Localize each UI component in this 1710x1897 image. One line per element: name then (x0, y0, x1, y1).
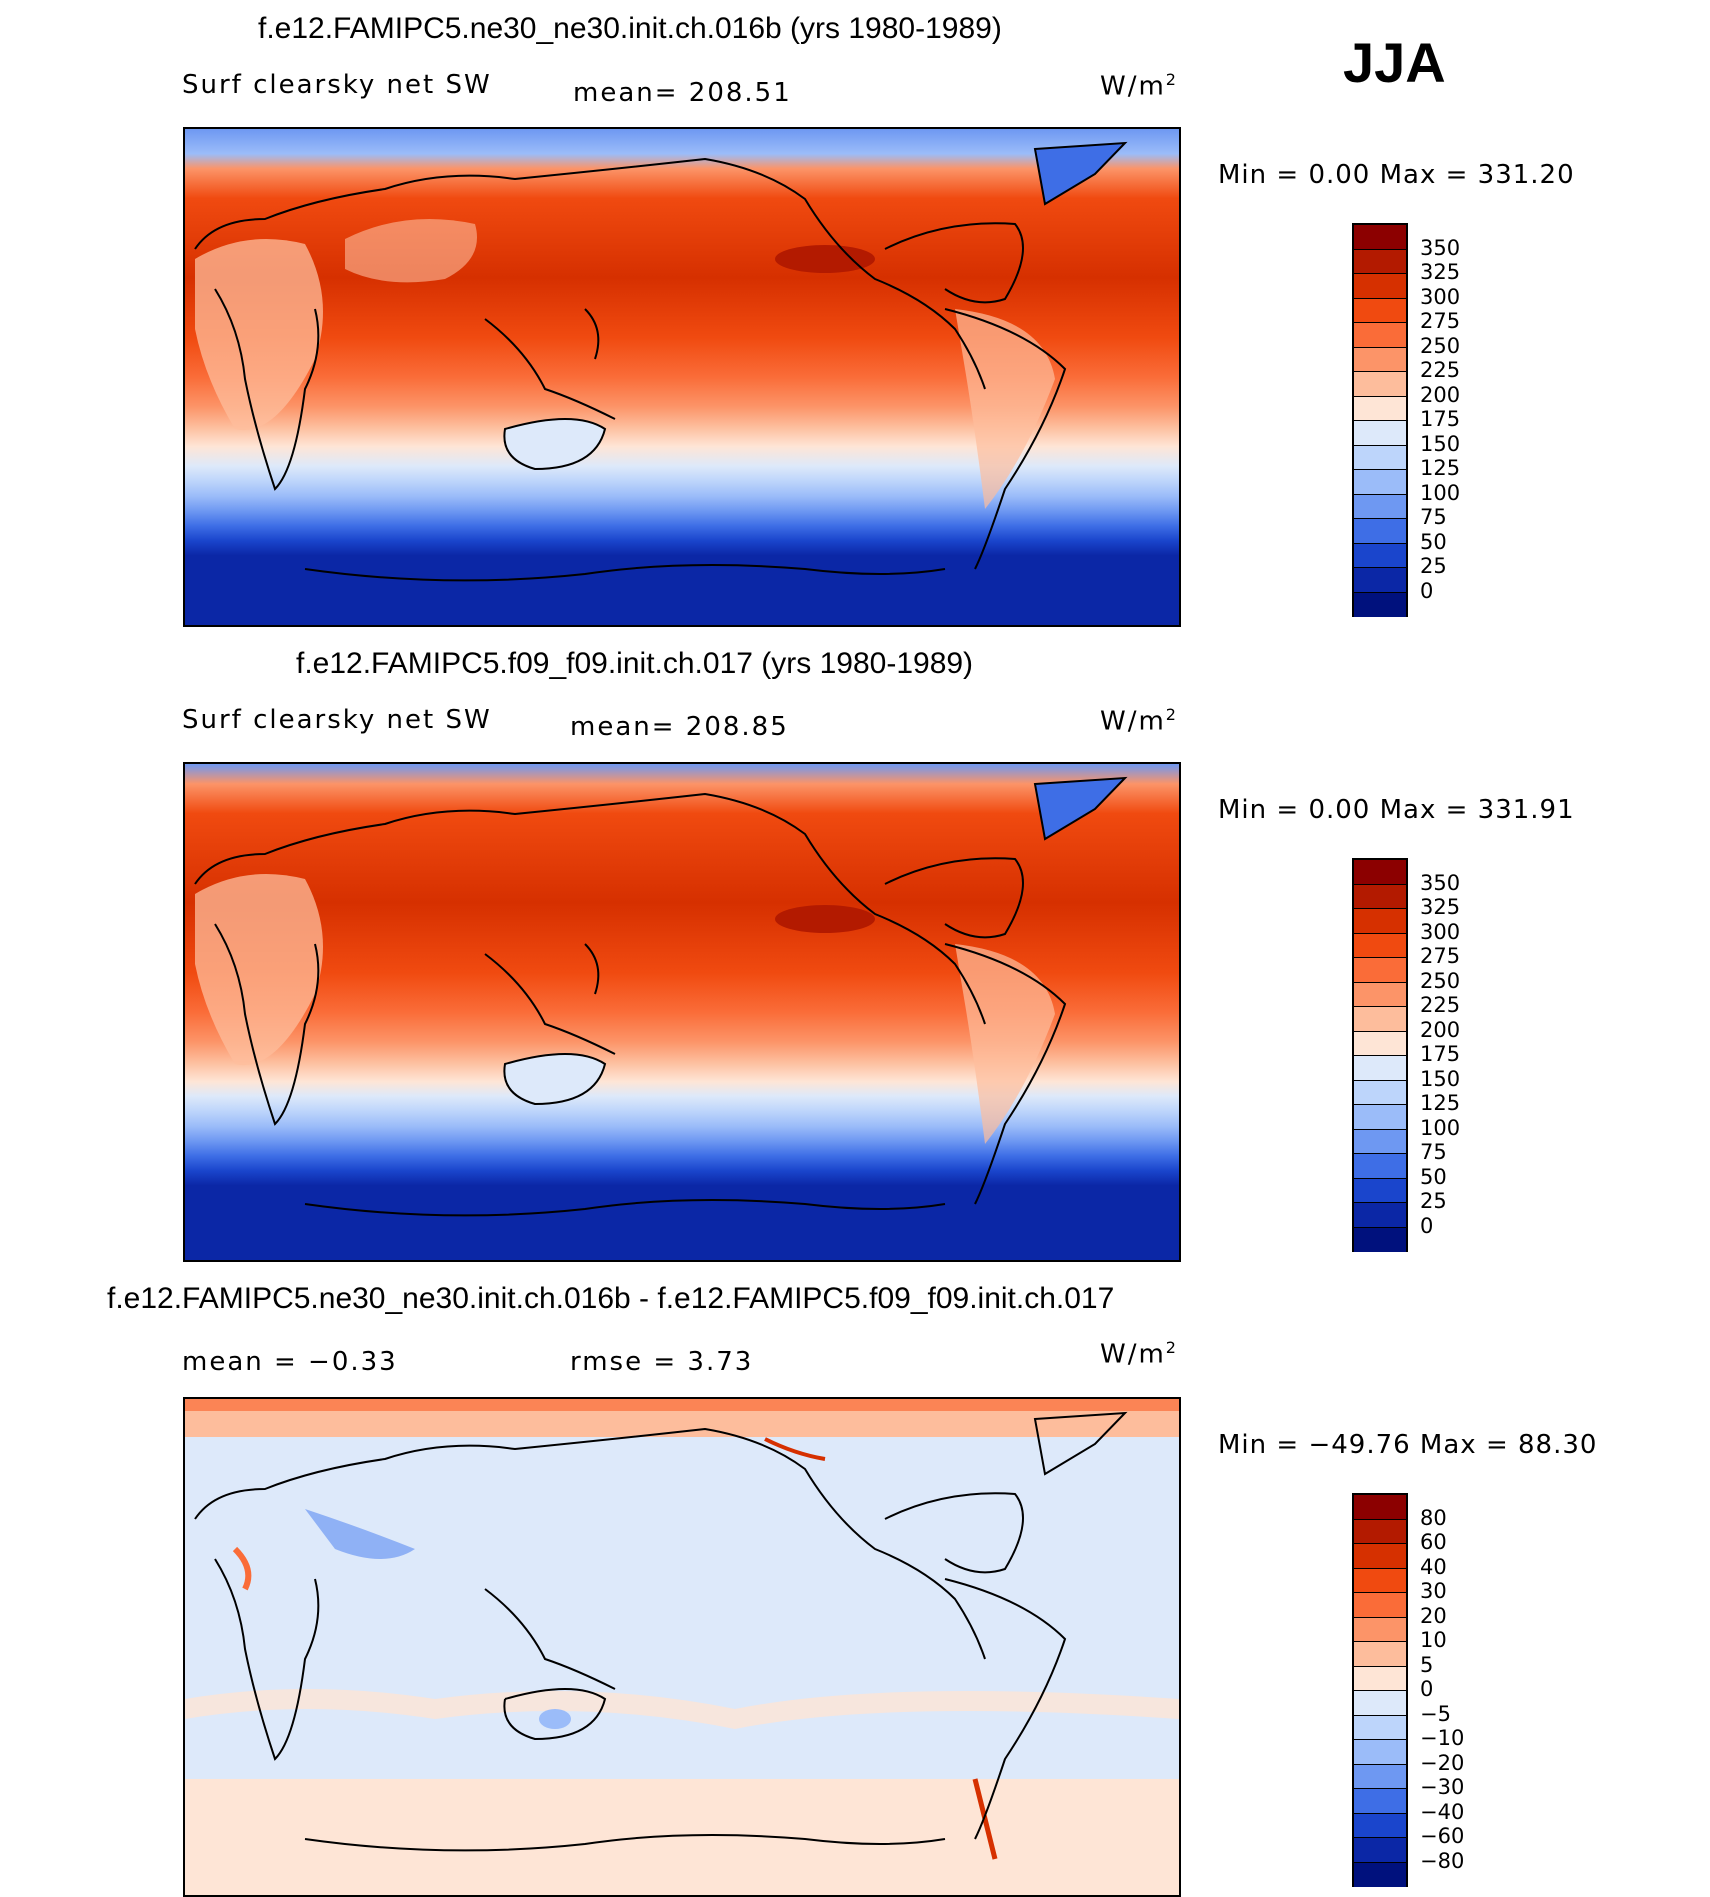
panel1-tick: 250 (1420, 333, 1461, 358)
panel3-tick: −60 (1420, 1824, 1465, 1848)
panel1-tick: 350 (1420, 235, 1461, 260)
season-label: JJA (1343, 31, 1446, 94)
panel2-tick: 100 (1420, 1115, 1461, 1140)
panel2-variable: Surf clearsky net SW (182, 705, 492, 735)
panel2-minmax: Min = 0.00 Max = 331.91 (1218, 795, 1575, 825)
panel3-tick: 10 (1420, 1628, 1447, 1652)
panel3-colorbar (1352, 1493, 1408, 1887)
panel2-tick: 275 (1420, 944, 1461, 968)
panel3-tick: −30 (1420, 1775, 1465, 1799)
panel3-map-field (185, 1399, 1179, 1895)
panel1-tick: 125 (1420, 456, 1461, 480)
panel3-tick: −80 (1420, 1848, 1465, 1873)
panel1-tick: 300 (1420, 284, 1461, 309)
panel2-tick: 25 (1420, 1189, 1447, 1213)
panel1-tick: 50 (1420, 529, 1447, 554)
panel3-mean: mean = −0.33 (182, 1347, 398, 1377)
panel3-tick: 80 (1420, 1505, 1447, 1530)
panel3-minmax: Min = −49.76 Max = 88.30 (1218, 1430, 1598, 1460)
panel1-tick: 225 (1420, 358, 1461, 382)
panel2-tick: 325 (1420, 895, 1461, 919)
panel1-tick: 200 (1420, 382, 1461, 407)
panel2-tick: 250 (1420, 968, 1461, 993)
panel2-tick: 150 (1420, 1066, 1461, 1091)
panel3-tick: 20 (1420, 1603, 1447, 1628)
panel2-tick: 300 (1420, 919, 1461, 944)
panel2-mean: mean= 208.85 (570, 712, 789, 742)
panel3-tick: −5 (1420, 1701, 1451, 1726)
panel2-title: f.e12.FAMIPC5.f09_f09.init.ch.017 (yrs 1… (296, 647, 974, 680)
panel1-tick: 325 (1420, 260, 1461, 284)
panel2-units: W/m2 (1100, 705, 1178, 737)
panel1-tick: 75 (1420, 505, 1447, 529)
panel3-units: W/m2 (1100, 1338, 1178, 1370)
panel1-tick: 175 (1420, 407, 1461, 431)
panel3-tick: 30 (1420, 1579, 1447, 1603)
panel3-rmse: rmse = 3.73 (570, 1347, 754, 1377)
panel3-tick: 40 (1420, 1554, 1447, 1579)
panel3-tick: −40 (1420, 1799, 1465, 1824)
panel2-tick: 350 (1420, 870, 1461, 895)
panel1-mean: mean= 208.51 (573, 78, 792, 108)
panel3-title: f.e12.FAMIPC5.ne30_ne30.init.ch.016b - f… (107, 1282, 1115, 1315)
panel2-tick: 200 (1420, 1017, 1461, 1042)
panel1-minmax: Min = 0.00 Max = 331.20 (1218, 160, 1575, 190)
panel2-tick: 50 (1420, 1164, 1447, 1189)
panel1-tick: 100 (1420, 480, 1461, 505)
panel1-colorbar (1352, 223, 1408, 617)
panel2-tick: 0 (1420, 1213, 1434, 1238)
panel2-tick: 225 (1420, 993, 1461, 1017)
panel3-tick: 60 (1420, 1530, 1447, 1554)
panel1-tick: 0 (1420, 578, 1434, 603)
panel1-tick: 150 (1420, 431, 1461, 456)
panel2-map-field (185, 764, 1179, 1260)
panel1-tick: 275 (1420, 309, 1461, 333)
panel1-map-field (185, 129, 1179, 625)
panel2-map (183, 762, 1181, 1262)
panel1-units: W/m2 (1100, 70, 1178, 102)
panel2-tick: 75 (1420, 1140, 1447, 1164)
panel3-tick: 5 (1420, 1652, 1434, 1677)
panel3-map (183, 1397, 1181, 1897)
panel1-map (183, 127, 1181, 627)
panel3-tick: −10 (1420, 1726, 1465, 1750)
panel3-tick: 0 (1420, 1677, 1434, 1701)
panel2-colorbar (1352, 858, 1408, 1252)
panel1-variable: Surf clearsky net SW (182, 70, 492, 100)
panel1-tick: 25 (1420, 554, 1447, 578)
panel2-tick: 125 (1420, 1091, 1461, 1115)
panel2-tick: 175 (1420, 1042, 1461, 1066)
panel1-title: f.e12.FAMIPC5.ne30_ne30.init.ch.016b (yr… (258, 12, 1002, 45)
panel3-tick: −20 (1420, 1750, 1465, 1775)
